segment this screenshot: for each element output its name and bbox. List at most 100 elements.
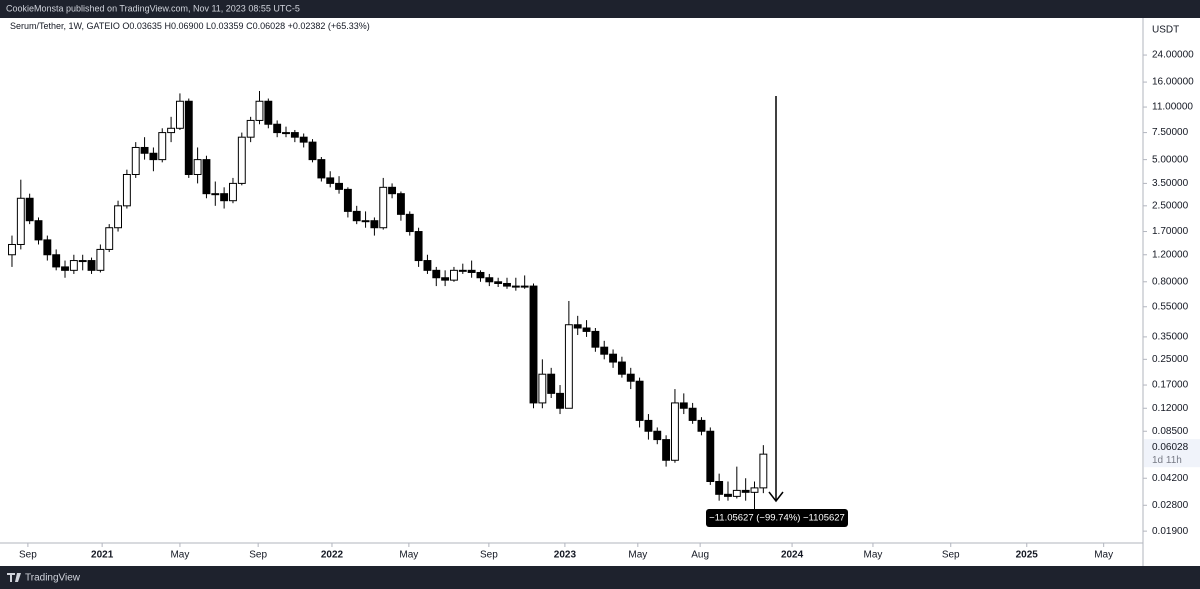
candle-body: [246, 119, 255, 138]
candle-body: [370, 220, 379, 229]
countdown: 1d 11h: [1152, 455, 1182, 466]
candle-body: [122, 173, 131, 207]
candle-body: [299, 136, 308, 143]
candle-body: [282, 132, 290, 135]
x-tick-label: Sep: [19, 550, 37, 561]
candle-body: [78, 260, 87, 263]
candle-body: [485, 277, 494, 283]
x-tick-label: May: [1094, 550, 1113, 561]
candle-body: [184, 100, 193, 175]
y-tick-label: 16.00000: [1152, 77, 1194, 88]
candle-body: [34, 220, 43, 241]
legend: Serum/Tether, 1W, GATEIO O0.03635 H0.069…: [10, 21, 370, 31]
candle-body: [167, 127, 176, 134]
footer-bar: [0, 566, 1200, 589]
price-unit: USDT: [1152, 25, 1179, 36]
candle-body: [290, 132, 299, 138]
x-tick-label: 2023: [554, 550, 577, 561]
x-tick-label: Sep: [480, 550, 498, 561]
candle-body: [273, 123, 282, 134]
candle-body: [547, 373, 556, 394]
candle-body: [609, 353, 618, 363]
candle-body: [317, 159, 326, 179]
candle-body: [582, 327, 591, 332]
candle-body: [379, 186, 388, 229]
legend-open: O0.03635: [122, 21, 162, 31]
candle-body: [308, 141, 317, 161]
candle-body: [175, 100, 184, 129]
candle-body: [467, 269, 476, 273]
candle-body: [396, 193, 405, 215]
candle-body: [87, 260, 96, 271]
candle-body: [131, 146, 140, 175]
candle-body: [644, 419, 653, 432]
candle-body: [494, 281, 503, 284]
candle-body: [697, 419, 706, 432]
y-tick-label: 5.00000: [1152, 154, 1189, 165]
candle-body: [43, 239, 52, 256]
candle-body: [759, 453, 768, 489]
candle-body: [573, 324, 582, 329]
y-tick-label: 7.50000: [1152, 127, 1189, 138]
candle-body: [688, 407, 697, 421]
candle-body: [564, 324, 573, 409]
x-tick-label: 2025: [1016, 550, 1039, 561]
x-tick-label: 2022: [321, 550, 344, 561]
x-tick-label: Sep: [249, 550, 267, 561]
candle-body: [8, 243, 16, 256]
footer-text: TradingView: [25, 573, 81, 584]
candle-body: [724, 493, 732, 497]
candle-body: [432, 269, 441, 279]
candle-body: [556, 392, 564, 409]
footer-logo: [7, 573, 21, 582]
candle-body: [237, 136, 246, 184]
candle-body: [670, 402, 679, 461]
x-tick-label: May: [628, 550, 647, 561]
y-tick-label: 1.20000: [1152, 249, 1189, 260]
candle-body: [423, 260, 432, 271]
y-tick-label: 0.80000: [1152, 276, 1189, 287]
x-tick-label: Aug: [691, 550, 709, 561]
y-tick-label: 2.50000: [1152, 200, 1189, 211]
legend-symbol: Serum/Tether, 1W, GATEIO: [10, 21, 120, 31]
candle-body: [211, 193, 220, 196]
y-tick-label: 0.04200: [1152, 473, 1189, 484]
candle-body: [458, 269, 467, 272]
candle-body: [715, 480, 724, 495]
candle-body: [405, 213, 414, 233]
x-tick-label: May: [170, 550, 189, 561]
header-bar: [0, 0, 1200, 18]
candle-body: [441, 277, 450, 281]
candle-body: [617, 361, 626, 375]
candle-body: [388, 186, 397, 195]
candle-body: [414, 231, 423, 262]
candle-body: [220, 193, 229, 202]
candle-body: [264, 100, 273, 125]
candle-body: [591, 330, 600, 348]
candle-body: [229, 182, 237, 202]
candle-body: [140, 146, 149, 154]
candle-body: [16, 197, 25, 245]
candle-body: [450, 269, 458, 281]
measure-box: [706, 509, 848, 527]
candle-body: [520, 285, 529, 288]
candle-body: [105, 227, 114, 250]
y-tick-label: 0.25000: [1152, 354, 1189, 365]
x-tick-label: Sep: [942, 550, 960, 561]
candle-body: [662, 439, 671, 461]
candle-body: [343, 188, 352, 212]
y-tick-label: 0.12000: [1152, 403, 1189, 414]
candle-body: [653, 430, 662, 441]
legend-close: C0.06028: [246, 21, 285, 31]
candle-body: [352, 210, 361, 222]
candle-body: [114, 205, 123, 229]
candle-body: [706, 430, 715, 482]
candle-body: [202, 159, 211, 195]
measure-label: −11.05627 (−99.74%) −1105627: [709, 513, 845, 524]
y-tick-label: 0.17000: [1152, 380, 1189, 391]
price-label-box: [1144, 439, 1200, 468]
candle-body: [750, 487, 759, 493]
candle-body: [158, 132, 167, 161]
x-tick-label: 2024: [781, 550, 804, 561]
